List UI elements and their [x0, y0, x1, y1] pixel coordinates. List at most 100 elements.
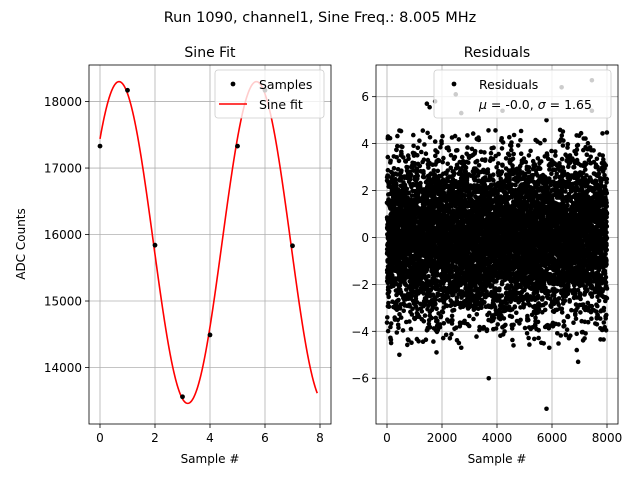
sine-fit-y-tick-label: 14000: [44, 361, 82, 375]
residual-point: [491, 172, 496, 177]
residual-point: [394, 183, 399, 188]
residual-point: [408, 177, 413, 182]
residual-point: [409, 312, 415, 317]
residual-point: [411, 168, 416, 173]
residual-point: [426, 165, 431, 170]
residual-point: [491, 145, 496, 150]
residual-point: [500, 140, 506, 145]
residual-point: [431, 168, 437, 173]
residual-point: [511, 322, 516, 328]
residual-point: [510, 156, 516, 161]
residual-point: [459, 154, 465, 160]
residual-point: [479, 305, 484, 311]
residual-point: [465, 133, 470, 138]
residual-point: [406, 190, 412, 196]
residual-point: [443, 332, 449, 338]
sine-fit-x-tick-label: 0: [96, 431, 104, 445]
residual-point: [474, 334, 479, 339]
residual-point: [452, 154, 458, 160]
residual-point: [486, 128, 491, 133]
residual-point: [420, 128, 426, 133]
residual-point: [386, 289, 392, 294]
residual-point: [495, 161, 501, 166]
residual-point: [484, 327, 490, 332]
residual-point: [419, 309, 425, 314]
residual-point: [456, 340, 462, 346]
residual-point: [419, 149, 424, 155]
residual-point: [438, 145, 443, 150]
sine-fit-x-tick-label: 6: [261, 431, 269, 445]
residual-point: [411, 143, 416, 149]
residual-point: [425, 130, 430, 136]
residuals-title: Residuals: [464, 45, 530, 61]
residual-point: [395, 317, 401, 323]
residual-point: [446, 148, 452, 153]
sine-fit-legend: Samples Sine fit: [214, 69, 325, 119]
residual-point: [434, 306, 439, 312]
residual-point: [466, 323, 472, 329]
residual-point: [433, 297, 439, 302]
residual-point: [400, 328, 406, 333]
residual-point: [415, 145, 421, 151]
residual-point: [422, 313, 428, 318]
residual-point: [428, 171, 434, 176]
residual-point: [421, 174, 427, 180]
residual-point: [439, 141, 444, 146]
residual-point: [404, 186, 410, 192]
residual-point: [449, 332, 454, 337]
sample-point: [235, 143, 240, 149]
residual-point: [398, 128, 404, 134]
residual-point: [435, 318, 440, 324]
residual-point: [509, 140, 514, 145]
residuals-plot-area: [384, 77, 610, 412]
residual-point: [499, 293, 505, 298]
residual-point: [509, 314, 515, 320]
residual-point: [385, 154, 391, 160]
residual-point: [452, 133, 458, 139]
sample-point: [97, 143, 103, 149]
sine-fit-y-tick-label: 18000: [44, 95, 82, 109]
figure-title: Run 1090, channel1, Sine Freq.: 8.005 MH…: [164, 10, 477, 26]
residual-point: [518, 138, 523, 143]
residual-point: [476, 163, 482, 168]
residual-point: [410, 306, 415, 312]
residual-point: [397, 283, 403, 288]
legend-samples-marker: [230, 81, 236, 87]
residual-point: [385, 315, 390, 320]
residual-point: [440, 309, 446, 315]
residual-point: [384, 320, 390, 325]
residual-point: [386, 304, 392, 310]
sample-point: [290, 243, 295, 249]
residual-point: [396, 158, 402, 164]
residual-point: [441, 155, 446, 161]
residual-point: [387, 135, 393, 141]
residual-point: [514, 310, 519, 316]
residual-point: [482, 300, 487, 305]
residual-point: [440, 159, 446, 165]
sine-fit-title: Sine Fit: [184, 45, 236, 61]
residual-point: [388, 158, 393, 164]
residual-point: [503, 322, 508, 328]
residual-point: [433, 153, 438, 159]
residual-point: [511, 132, 517, 138]
residual-point: [488, 150, 494, 156]
sine-fit-y-label: ADC Counts: [14, 208, 28, 280]
residual-point: [391, 166, 397, 171]
residual-point: [415, 153, 420, 158]
sample-point: [180, 394, 185, 400]
residual-point: [423, 337, 429, 343]
residual-point: [388, 337, 394, 343]
residual-point: [452, 170, 457, 176]
residual-point: [423, 151, 429, 156]
residual-point: [436, 158, 442, 164]
residual-point: [507, 134, 512, 140]
residual-point: [466, 160, 471, 165]
residual-point: [435, 149, 440, 155]
residual-point: [394, 330, 400, 335]
sample-point: [125, 87, 130, 93]
residual-point: [437, 298, 443, 303]
residual-point: [449, 313, 455, 319]
residual-point: [414, 166, 420, 171]
residual-point: [398, 315, 404, 320]
